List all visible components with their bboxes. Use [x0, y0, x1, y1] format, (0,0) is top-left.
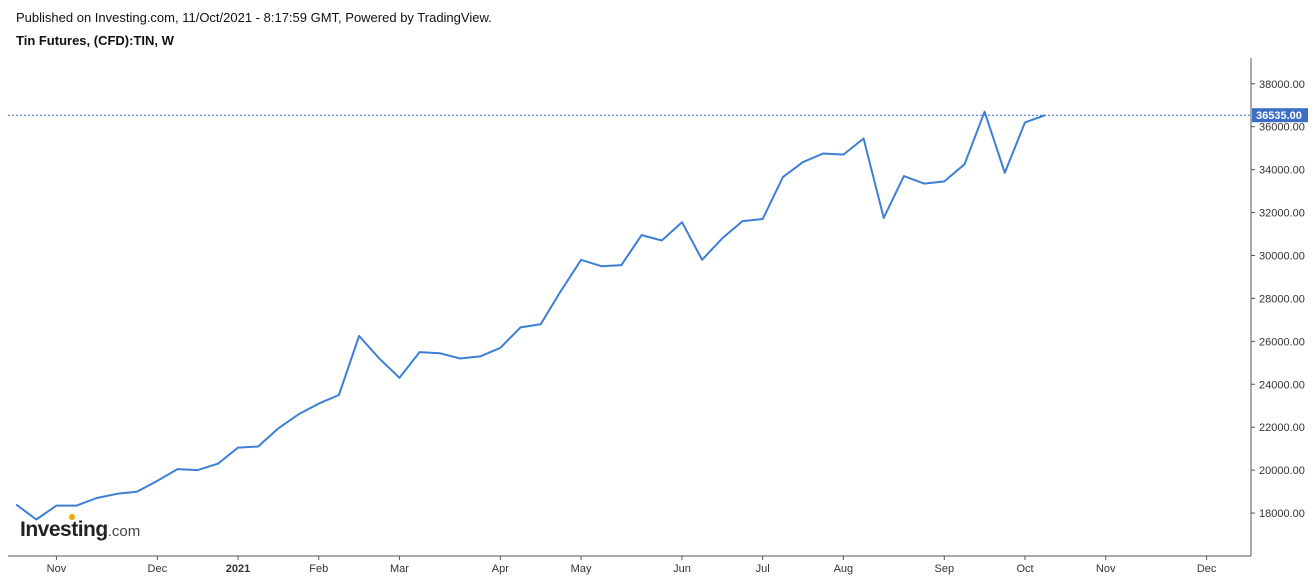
- x-tick-label: Aug: [834, 563, 854, 575]
- last-price-label-text: 36535.00: [1256, 110, 1302, 122]
- last-price-label: 36535.00: [1252, 108, 1308, 123]
- x-tick-label: Jun: [673, 563, 691, 575]
- y-tick-label: 28000.00: [1259, 293, 1305, 305]
- x-ticks: Nov Dec 2021 Feb Mar Apr May Jun Jul Aug Sep Oct Nov…: [47, 556, 1217, 575]
- y-tick-label: 32000.00: [1259, 208, 1305, 220]
- y-tick-label: 22000.00: [1259, 422, 1305, 434]
- x-tick-label: Jul: [756, 563, 770, 575]
- y-tick-label: 36000.00: [1259, 122, 1305, 134]
- x-tick-label: Apr: [492, 563, 509, 575]
- x-tick-label: Dec: [148, 563, 168, 575]
- x-tick-label: Oct: [1016, 563, 1033, 575]
- logo-suffix-text: .com: [107, 523, 141, 540]
- investing-logo: Investing.com: [20, 514, 141, 542]
- y-tick-label: 24000.00: [1259, 379, 1305, 391]
- y-tick-label: 20000.00: [1259, 465, 1305, 477]
- x-tick-label: Mar: [390, 563, 409, 575]
- last-price-label-bg: [1252, 108, 1308, 123]
- x-tick-label: 2021: [226, 563, 250, 575]
- x-tick-label: Nov: [1096, 563, 1116, 575]
- published-info: Published on Investing.com, 11/Oct/2021 …: [16, 10, 492, 25]
- y-tick-label: 26000.00: [1259, 336, 1305, 348]
- chart-title: Tin Futures, (CFD):TIN, W: [16, 33, 174, 48]
- price-series-line: [15, 110, 1046, 521]
- x-tick-label: Nov: [47, 563, 67, 575]
- y-tick-label: 34000.00: [1259, 165, 1305, 177]
- y-tick-label: 18000.00: [1259, 508, 1305, 520]
- y-ticks: 18000.00 20000.00 22000.00 24000.00 26000.00…: [1251, 79, 1305, 520]
- x-tick-label: May: [571, 563, 592, 575]
- x-tick-label: Sep: [934, 563, 954, 575]
- x-tick-label: Feb: [309, 563, 328, 575]
- logo-dot: [69, 514, 75, 520]
- axes: [8, 58, 1252, 557]
- y-tick-label: 30000.00: [1259, 250, 1305, 262]
- logo-main-text: Investing: [20, 518, 108, 541]
- y-tick-label: 38000.00: [1259, 79, 1305, 91]
- x-tick-label: Dec: [1197, 563, 1217, 575]
